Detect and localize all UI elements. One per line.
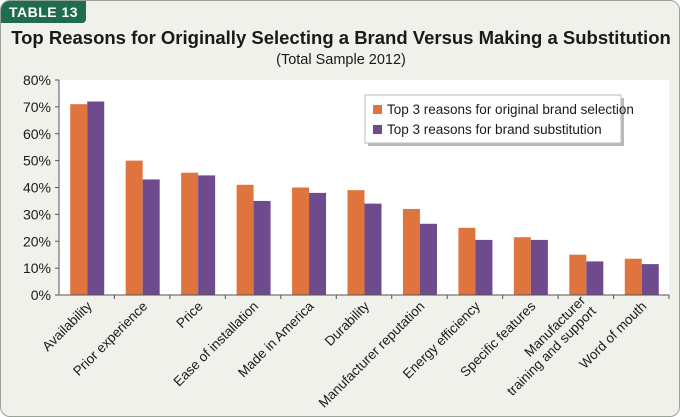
x-tick-label: Manufacturer reputation: [316, 299, 428, 411]
bar-original-selection: [70, 104, 88, 295]
bar-brand-substitution: [475, 239, 493, 295]
bar-original-selection: [125, 160, 143, 295]
bar-original-selection: [347, 190, 365, 295]
x-tick-label: Durability: [322, 298, 373, 349]
bar-original-selection: [513, 237, 531, 295]
legend: [364, 94, 622, 144]
bar-original-selection: [236, 184, 254, 295]
x-tick-label: Manufacturertraining and support: [493, 293, 599, 399]
y-tick-label: 10%: [23, 260, 51, 276]
y-tick-label: 50%: [23, 153, 51, 169]
bar-brand-substitution: [309, 192, 327, 295]
bar-brand-substitution: [253, 200, 271, 295]
bar-original-selection: [402, 209, 420, 295]
y-tick-label: 30%: [23, 206, 51, 222]
chart-subtitle: (Total Sample 2012): [276, 52, 406, 68]
legend-label: Top 3 reasons for brand substitution: [387, 122, 602, 137]
bar-original-selection: [292, 187, 310, 295]
x-tick-label: Availability: [39, 298, 95, 354]
y-tick-label: 0%: [31, 287, 51, 303]
bar-brand-substitution: [198, 175, 216, 295]
bar-brand-substitution: [87, 101, 105, 295]
bar-original-selection: [181, 172, 199, 295]
bar-original-selection: [624, 258, 642, 295]
bar-original-selection: [458, 227, 476, 295]
x-tick-label: Price: [173, 299, 205, 331]
legend-label: Top 3 reasons for original brand selecti…: [387, 102, 634, 117]
bar-brand-substitution: [364, 203, 382, 295]
bar-original-selection: [569, 254, 587, 295]
bar-brand-substitution: [530, 239, 548, 295]
bar-brand-substitution: [641, 264, 659, 295]
bar-brand-substitution: [142, 179, 160, 295]
bar-brand-substitution: [586, 261, 604, 295]
chart-title: Top Reasons for Originally Selecting a B…: [11, 27, 671, 48]
table-tag: TABLE 13: [1, 1, 87, 23]
y-tick-label: 40%: [23, 180, 51, 196]
legend-swatch: [373, 105, 382, 114]
y-tick-label: 60%: [23, 126, 51, 142]
bar-brand-substitution: [419, 223, 437, 295]
y-tick-label: 70%: [23, 99, 51, 115]
legend-swatch: [373, 125, 382, 134]
y-tick-label: 20%: [23, 233, 51, 249]
y-tick-label: 80%: [23, 72, 51, 88]
